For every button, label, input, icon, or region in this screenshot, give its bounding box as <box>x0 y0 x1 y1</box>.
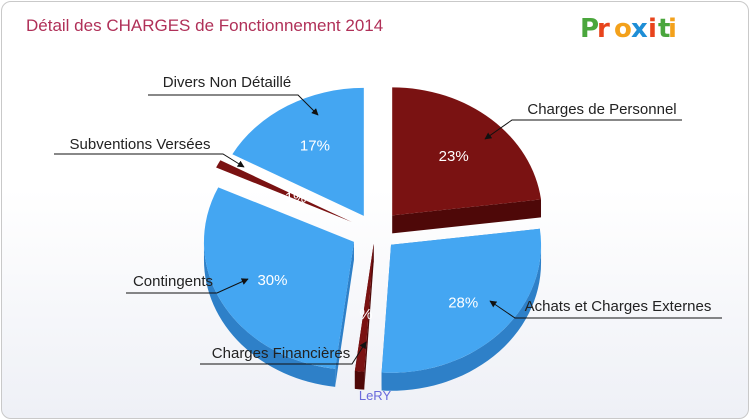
legend-label-achats-et-charges-externes: Achats et Charges Externes <box>525 298 712 315</box>
percent-label-divers-non-detaille: 17% <box>300 137 330 154</box>
leader-line-achats-et-charges-externes <box>489 300 722 319</box>
slice-top <box>232 87 364 216</box>
slice-top <box>354 243 374 372</box>
logo-letter: i <box>668 14 677 44</box>
slice-side <box>354 370 365 390</box>
legend-label-subventions-versees: Subventions Versées <box>70 136 211 153</box>
slice-top <box>203 187 354 369</box>
percent-label-charges-financieres: % <box>359 306 372 323</box>
legend-label-charges-financieres: Charges Financières <box>212 345 350 362</box>
slice-top <box>381 228 542 373</box>
percent-label-charges-de-personnel: 23% <box>439 148 469 165</box>
logo-letter: t <box>658 14 670 44</box>
logo-letter: o <box>614 14 632 44</box>
percent-label-achats-et-charges-externes: 28% <box>448 295 478 312</box>
slice-edge <box>392 199 542 234</box>
leader-line-divers-non-detaille <box>148 94 319 116</box>
slice-edge <box>335 241 354 387</box>
percent-label-contingents: 30% <box>257 272 287 289</box>
slice-side <box>381 244 542 391</box>
proxiti-logo: Pr o x i ti <box>580 14 677 44</box>
slice-achats-et-charges-externes <box>381 228 542 391</box>
slice-top <box>392 87 542 216</box>
slice-side <box>203 241 336 387</box>
town-label: LeRY <box>359 388 392 403</box>
logo-letter: P <box>580 14 599 44</box>
slice-charges-de-personnel <box>392 87 542 234</box>
logo-letter: r <box>597 14 610 44</box>
leader-line-contingents <box>126 278 249 294</box>
leader-line-charges-de-personnel <box>484 119 682 140</box>
logo-letter: i <box>648 14 657 44</box>
slice-divers-non-detaille <box>232 87 364 216</box>
logo-letter: x <box>631 14 648 44</box>
legend-label-charges-de-personnel: Charges de Personnel <box>527 101 676 118</box>
leader-line-subventions-versees <box>54 153 245 168</box>
legend-label-divers-non-detaille: Divers Non Détaillé <box>163 74 291 91</box>
slice-top <box>216 160 352 222</box>
slice-edge <box>364 243 374 390</box>
slice-subventions-versees <box>216 160 352 222</box>
chart-title: Détail des CHARGES de Fonctionnement 201… <box>26 16 383 35</box>
leader-line-charges-financieres <box>200 341 367 365</box>
percent-label-subventions-versees: 1% <box>285 190 307 207</box>
legend-label-contingents: Contingents <box>133 273 213 290</box>
slice-contingents <box>203 187 354 387</box>
